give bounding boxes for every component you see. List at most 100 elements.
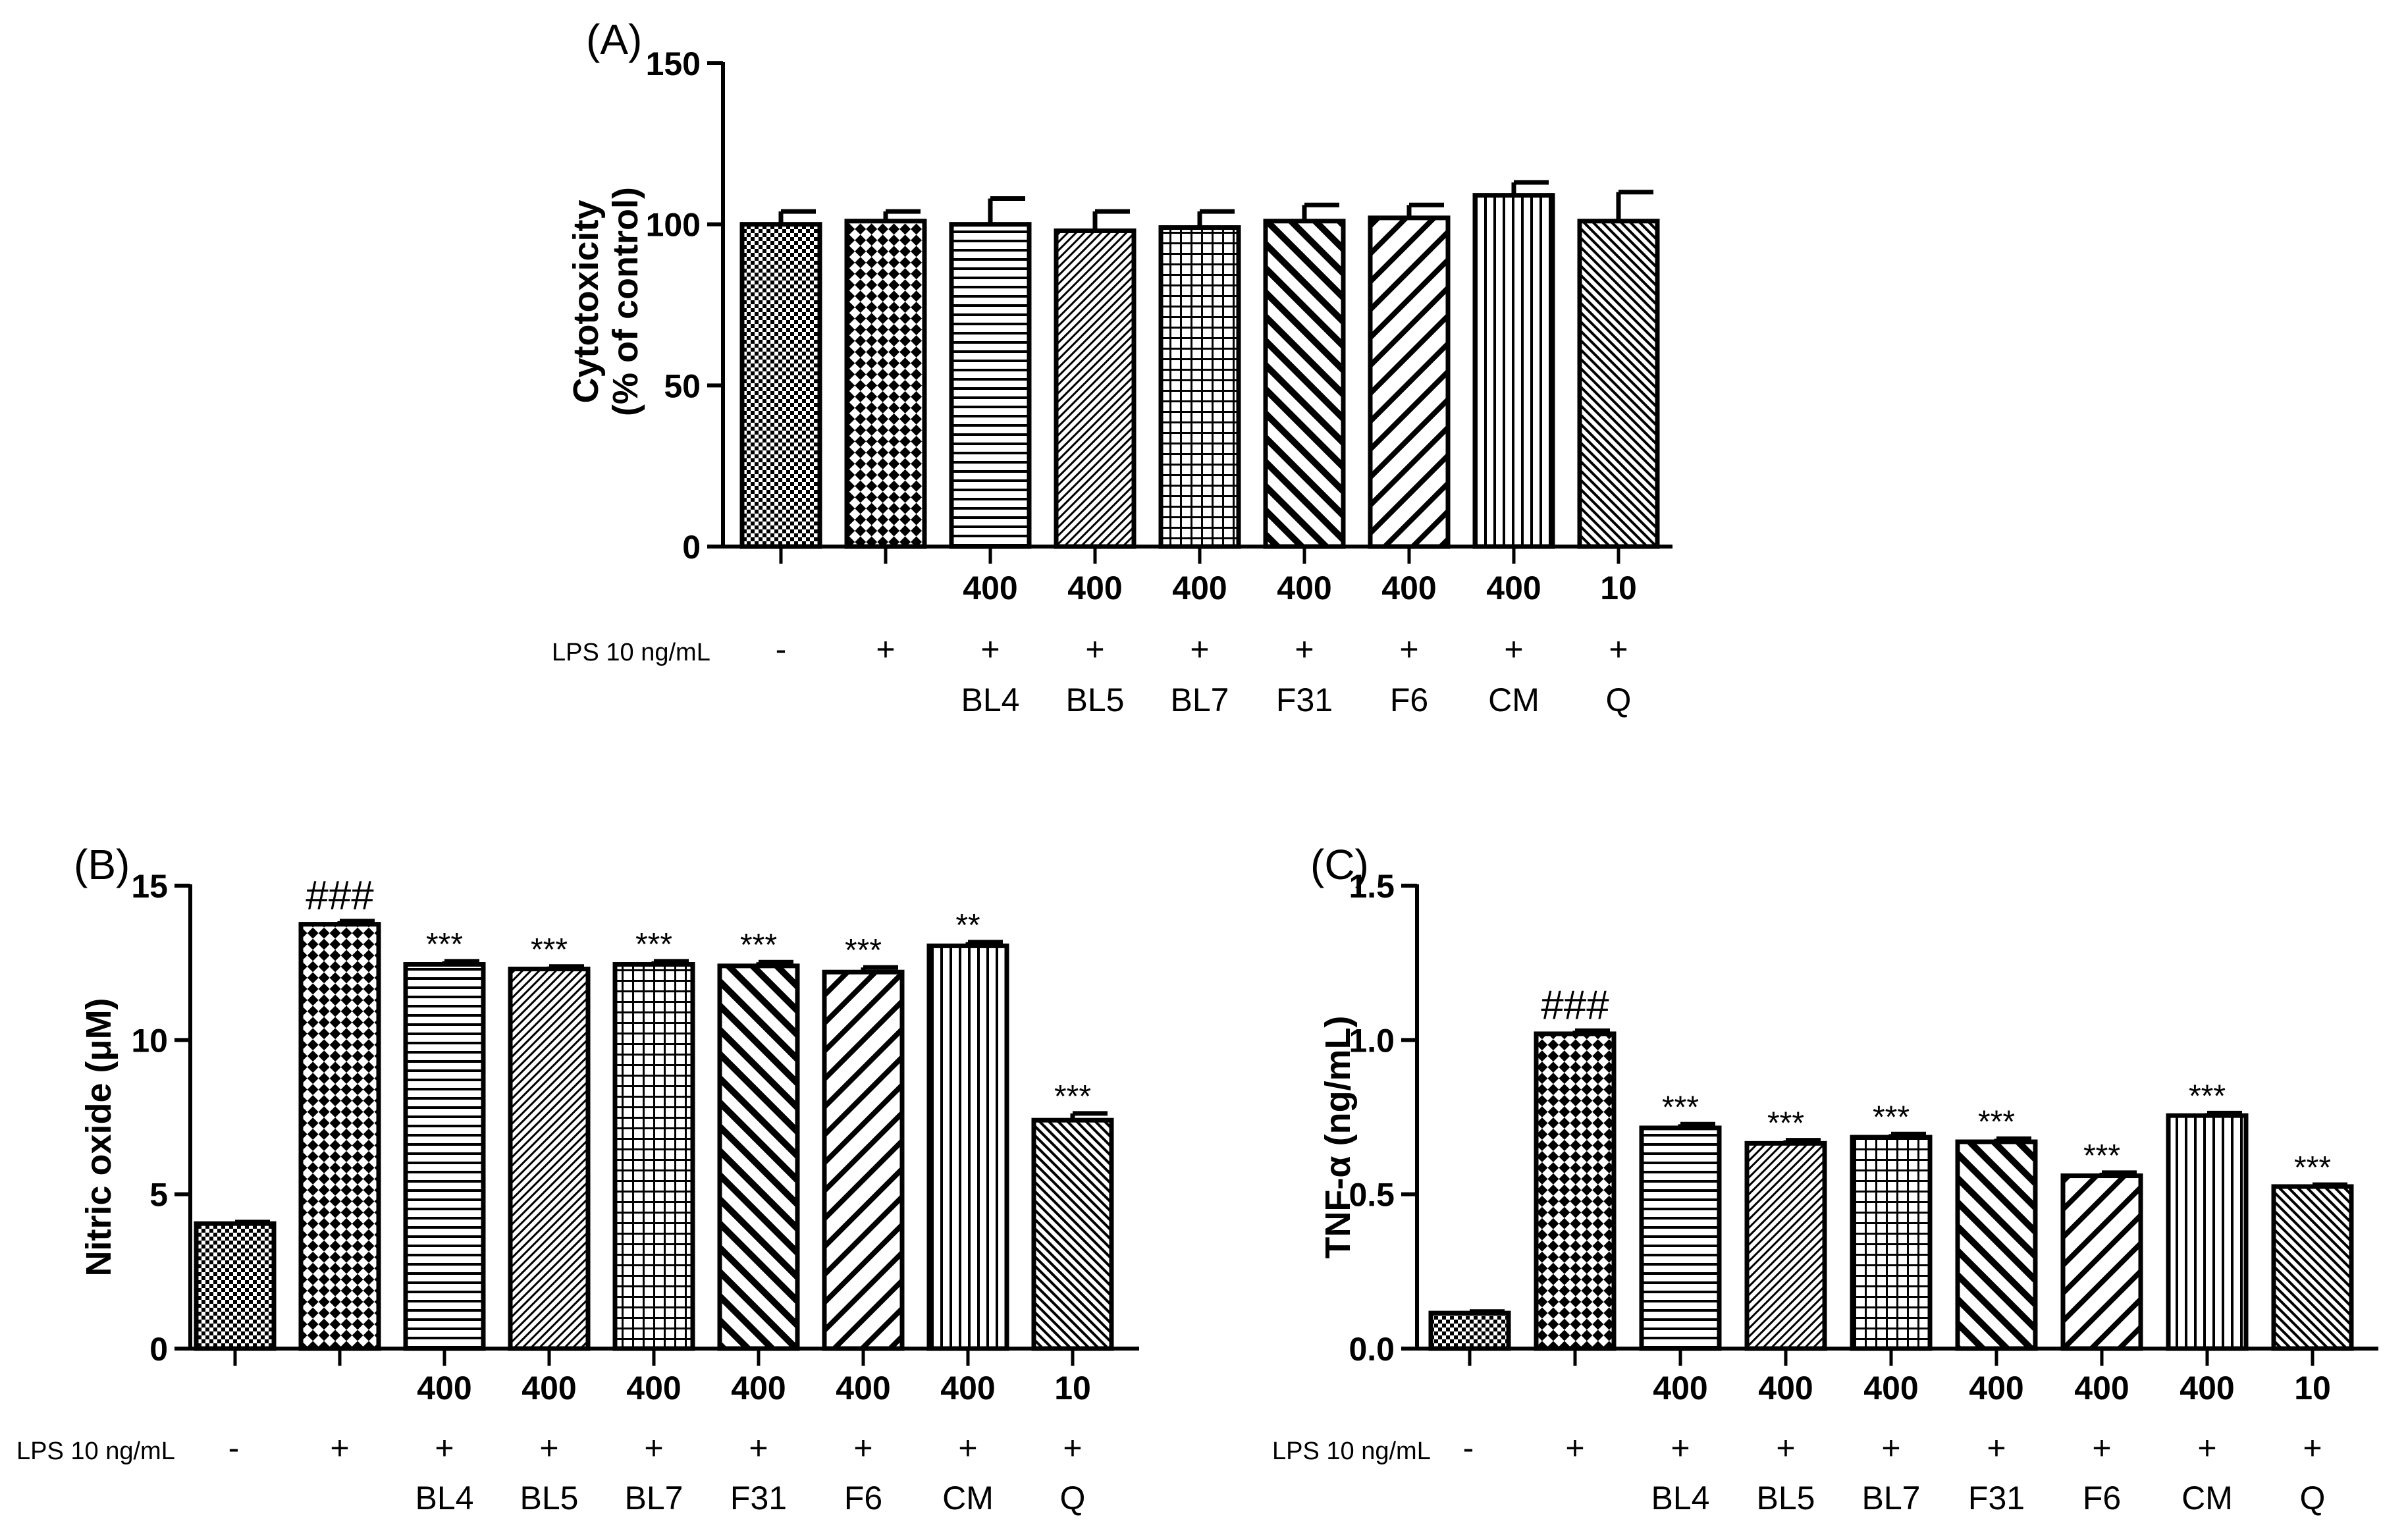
y-tick-label: 100 bbox=[646, 207, 701, 244]
y-axis-label: Cytotoxicity bbox=[566, 200, 606, 403]
x-category-label: CM bbox=[2181, 1480, 2233, 1516]
lps-sign: + bbox=[1776, 1430, 1795, 1466]
x-category-label: BL4 bbox=[961, 682, 1020, 718]
panel-title: (B) bbox=[74, 841, 130, 888]
concentration-label: 400 bbox=[2074, 1370, 2129, 1407]
concentration-label: 10 bbox=[1054, 1370, 1091, 1407]
bar bbox=[926, 943, 1009, 1351]
bar bbox=[403, 962, 486, 1351]
bar bbox=[508, 967, 591, 1351]
significance-label: *** bbox=[1662, 1090, 1699, 1125]
x-category-label: BL5 bbox=[1066, 682, 1125, 718]
concentration-label: 400 bbox=[1486, 570, 1541, 606]
lps-sign: + bbox=[876, 631, 895, 668]
x-category-label: BL4 bbox=[1651, 1480, 1710, 1516]
y-axis-label-line2: (% of control) bbox=[606, 187, 645, 416]
bar bbox=[2060, 1173, 2143, 1351]
significance-label: *** bbox=[1054, 1079, 1091, 1114]
significance-label: ** bbox=[955, 908, 980, 943]
lps-sign: + bbox=[435, 1430, 454, 1466]
significance-label: *** bbox=[2189, 1079, 2226, 1113]
bar bbox=[194, 1221, 277, 1351]
lps-sign: + bbox=[330, 1430, 349, 1466]
significance-label: *** bbox=[1978, 1104, 2015, 1139]
bar bbox=[1054, 228, 1137, 549]
bar bbox=[822, 969, 905, 1351]
y-tick-label: 1.0 bbox=[1349, 1022, 1395, 1059]
x-category-label: CM bbox=[1488, 682, 1539, 718]
significance-label: *** bbox=[635, 927, 672, 962]
bar bbox=[1850, 1135, 1933, 1351]
y-tick-label: 10 bbox=[131, 1022, 168, 1059]
x-category-label: CM bbox=[942, 1480, 994, 1516]
significance-label: *** bbox=[2294, 1150, 2331, 1185]
lps-sign: - bbox=[1463, 1430, 1474, 1466]
concentration-label: 400 bbox=[836, 1370, 890, 1407]
lps-sign: + bbox=[1609, 631, 1628, 668]
x-category-label: Q bbox=[1060, 1480, 1086, 1516]
significance-label: ### bbox=[1541, 982, 1609, 1028]
significance-label: *** bbox=[845, 933, 882, 968]
bar bbox=[2271, 1184, 2354, 1351]
concentration-label: 400 bbox=[963, 570, 1017, 606]
lps-row-label: LPS 10 ng/mL bbox=[16, 1437, 175, 1465]
lps-sign: + bbox=[1085, 631, 1104, 668]
lps-sign: + bbox=[749, 1430, 768, 1466]
lps-sign: + bbox=[1881, 1430, 1900, 1466]
y-axis-label: TNF-α (ng/mL) bbox=[1318, 1015, 1358, 1258]
bar bbox=[1744, 1140, 1827, 1351]
bar bbox=[1428, 1310, 1511, 1351]
lps-sign: + bbox=[958, 1430, 977, 1466]
concentration-label: 400 bbox=[1758, 1370, 1813, 1407]
y-tick-label: 0 bbox=[682, 529, 701, 566]
significance-label: *** bbox=[1767, 1106, 1804, 1141]
concentration-label: 400 bbox=[1381, 570, 1436, 606]
lps-sign: + bbox=[1671, 1430, 1690, 1466]
significance-label: *** bbox=[426, 927, 463, 962]
lps-sign: + bbox=[980, 631, 1000, 668]
x-category-label: Q bbox=[1606, 682, 1632, 718]
x-category-label: F6 bbox=[844, 1480, 882, 1516]
x-category-label: F6 bbox=[1390, 682, 1428, 718]
panel-a: (A) Cytotoxicity (% of control) 0 50 100 15… bbox=[552, 16, 1672, 718]
x-category-label: F6 bbox=[2083, 1480, 2121, 1516]
bar bbox=[298, 922, 381, 1351]
y-axis-label: Nitric oxide (μM) bbox=[79, 998, 119, 1276]
lps-sign: + bbox=[1565, 1430, 1584, 1466]
x-category-label: BL4 bbox=[415, 1480, 474, 1516]
bar bbox=[1368, 215, 1451, 549]
concentration-label: 400 bbox=[1277, 570, 1331, 606]
significance-label: *** bbox=[531, 932, 568, 967]
lps-sign: + bbox=[1987, 1430, 2006, 1466]
concentration-label: 400 bbox=[1653, 1370, 1707, 1407]
lps-sign: - bbox=[776, 631, 787, 668]
bar bbox=[2166, 1113, 2249, 1351]
significance-label: *** bbox=[2083, 1139, 2120, 1173]
lps-row-label: LPS 10 ng/mL bbox=[1272, 1437, 1431, 1465]
x-category-label: BL7 bbox=[1862, 1480, 1921, 1516]
bar bbox=[1031, 1117, 1114, 1351]
bar bbox=[717, 963, 800, 1351]
panel-c: (C) TNF-α (ng/mL) 0.0 0.5 1.0 1.5 - ### + *** 40… bbox=[1272, 841, 2378, 1516]
concentration-label: 400 bbox=[626, 1370, 681, 1407]
lps-sign: - bbox=[228, 1430, 240, 1466]
x-category-label: BL7 bbox=[1171, 682, 1229, 718]
concentration-label: 400 bbox=[731, 1370, 786, 1407]
concentration-label: 400 bbox=[1067, 570, 1122, 606]
bar bbox=[1955, 1139, 2038, 1351]
bar bbox=[844, 219, 927, 549]
y-tick-label: 150 bbox=[646, 45, 701, 82]
y-tick-label: 0.5 bbox=[1349, 1177, 1395, 1214]
lps-row-label: LPS 10 ng/mL bbox=[552, 639, 710, 666]
x-category-label: F31 bbox=[1276, 682, 1333, 718]
bar bbox=[1577, 219, 1660, 549]
lps-sign: + bbox=[1399, 631, 1418, 668]
bar bbox=[1263, 219, 1346, 549]
significance-label: ### bbox=[306, 873, 374, 919]
bar bbox=[739, 222, 822, 549]
lps-sign: + bbox=[1295, 631, 1314, 668]
significance-label: *** bbox=[740, 928, 777, 963]
x-category-label: BL7 bbox=[625, 1480, 683, 1516]
lps-sign: + bbox=[2303, 1430, 2322, 1466]
